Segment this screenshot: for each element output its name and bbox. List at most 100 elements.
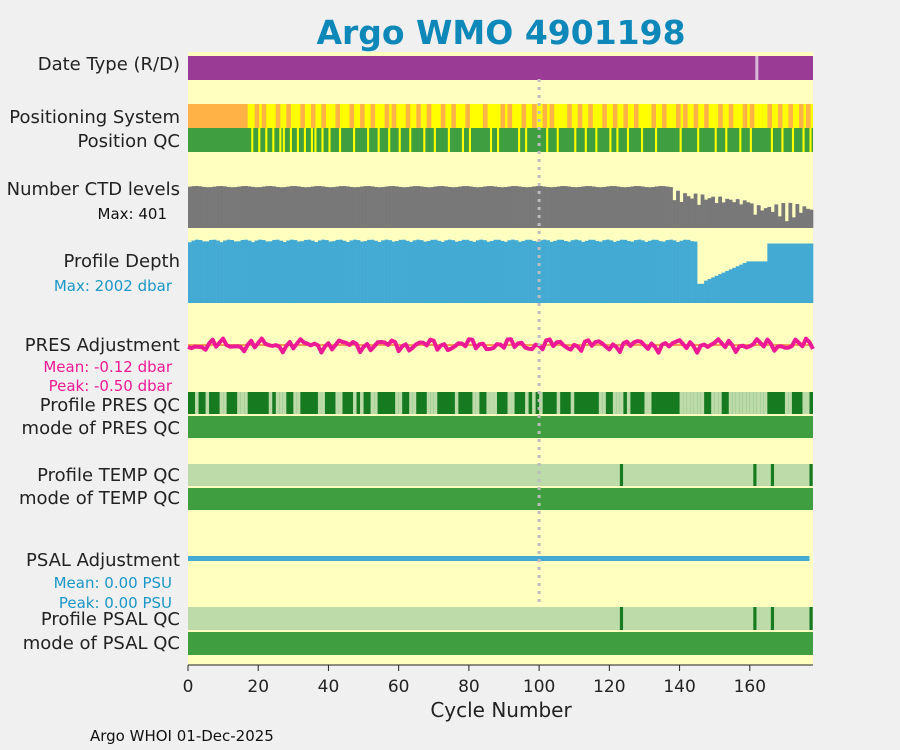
profile-depth-bar (570, 240, 575, 303)
profile-depth-bar (500, 240, 505, 303)
ctd-levels-bar (356, 187, 361, 228)
label-depth-max: Max: 2002 dbar (54, 277, 173, 295)
ctd-levels-bar (430, 187, 435, 228)
positioning-system-orange-cycle (788, 104, 793, 128)
profile-depth-bar (212, 239, 217, 303)
ctd-levels-bar (212, 186, 217, 228)
position-qc-flag-cycle (398, 128, 401, 152)
ctd-levels-bar (205, 187, 210, 228)
ctd-levels-bar (693, 193, 698, 228)
profile-depth-bar (700, 283, 705, 303)
ctd-levels-bar (518, 186, 522, 228)
profile-depth-bar (198, 239, 203, 303)
profile-pres-qc-light-cycle (784, 392, 789, 414)
position-qc-flag-cycle (289, 128, 292, 152)
ctd-levels-bar (419, 186, 424, 228)
profile-depth-bar (633, 240, 638, 303)
profile-pres-qc-light-cycle (507, 392, 512, 414)
profile-depth-bar (739, 264, 744, 303)
profile-depth-bar (360, 241, 364, 303)
profile-pres-qc-light-cycle (321, 392, 325, 414)
label-mode-pres-qc: mode of PRES QC (22, 418, 180, 439)
ctd-levels-bar (353, 187, 357, 228)
positioning-system-orange-cycle (426, 104, 432, 128)
profile-pres-qc-light-cycle (398, 392, 403, 414)
ctd-levels-bar (714, 202, 719, 228)
label-psal-adjustment: PSAL Adjustment (26, 550, 180, 571)
label-profile-pres-qc: Profile PRES QC (40, 395, 180, 416)
profile-pres-qc-light-cycle (296, 392, 301, 414)
ctd-levels-bar (697, 204, 701, 228)
profile-depth-bar (602, 240, 607, 303)
ctd-levels-bar (718, 196, 723, 228)
ctd-levels-bar (637, 186, 642, 228)
profile-depth-bar (514, 240, 519, 303)
ctd-levels-bar (324, 186, 329, 228)
profile-depth-bar (454, 241, 459, 303)
profile-pres-qc-light-cycle (718, 392, 722, 414)
label-profile-psal-qc: Profile PSAL QC (41, 609, 180, 630)
positioning-system-orange-cycle (767, 104, 772, 128)
ctd-levels-bar (314, 186, 319, 228)
ctd-levels-bar (216, 186, 220, 228)
ctd-levels-bar (398, 186, 403, 228)
ctd-levels-bar (633, 186, 638, 228)
ctd-levels-bar (391, 186, 396, 228)
profile-pres-qc-light-cycle (753, 392, 757, 414)
profile-depth-bar (412, 240, 417, 303)
profile-pres-qc-light-cycle (317, 392, 322, 414)
ctd-levels-bar (532, 186, 536, 228)
position-qc-flag-cycle (377, 128, 380, 152)
profile-pres-qc-light-cycle (700, 392, 705, 414)
ctd-levels-bar (496, 187, 501, 228)
profile-pres-qc-light-cycle (570, 392, 575, 414)
ctd-levels-bar (244, 186, 248, 228)
profile-pres-qc-light-cycle (282, 392, 287, 414)
profile-depth-bar (669, 239, 673, 303)
x-axis-label: Cycle Number (430, 698, 572, 722)
positioning-system-orange-cycle (728, 104, 734, 128)
profile-depth-bar (732, 267, 737, 303)
profile-depth-bar (419, 240, 424, 303)
profile-depth-bar (416, 239, 421, 303)
profile-pres-qc-light-cycle (195, 392, 199, 414)
position-qc-flag-cycle (279, 128, 282, 152)
profile-pres-qc-light-cycle (735, 392, 740, 414)
profile-depth-bar (711, 277, 715, 303)
profile-pres-qc-light-cycle (374, 392, 378, 414)
positioning-system-orange-cycle (623, 104, 628, 128)
ctd-levels-bar (679, 202, 684, 228)
ctd-levels-bar (482, 186, 487, 228)
profile-depth-bar (296, 241, 301, 303)
profile-pres-qc-light-cycle (739, 392, 743, 414)
profile-pres-qc-light-cycle (275, 392, 280, 414)
profile-depth-bar (595, 241, 600, 303)
mode-pres-qc-band (188, 416, 813, 438)
profile-depth-bar (395, 241, 399, 303)
ctd-levels-bar (728, 199, 733, 228)
position-qc-flag-cycle (725, 128, 728, 152)
position-qc-flag-cycle (296, 128, 299, 152)
profile-depth-bar (349, 240, 354, 303)
ctd-levels-bar (321, 186, 326, 228)
psal-adjustment-series (188, 556, 810, 561)
ctd-levels-bar (405, 187, 410, 228)
ctd-levels-bar (609, 186, 614, 228)
profile-pres-qc-light-cycle (412, 392, 417, 414)
profile-depth-bar (683, 239, 687, 303)
profile-depth-bar (658, 241, 663, 303)
profile-depth-bar (598, 241, 603, 303)
profile-depth-bar (346, 241, 350, 303)
ctd-levels-bar (546, 187, 550, 228)
label-profile-depth: Profile Depth (63, 251, 180, 272)
profile-depth-bar (328, 241, 333, 303)
ctd-levels-bar (342, 186, 347, 228)
ctd-levels-bar (539, 186, 543, 228)
profile-psal-qc-band (188, 607, 813, 630)
ctd-levels-bar (549, 187, 554, 228)
date-type-marker (755, 56, 759, 80)
profile-pres-qc-light-cycle (788, 392, 792, 414)
profile-pres-qc-light-cycle (223, 392, 227, 414)
ctd-levels-bar (514, 186, 519, 228)
profile-depth-bar (233, 241, 238, 303)
